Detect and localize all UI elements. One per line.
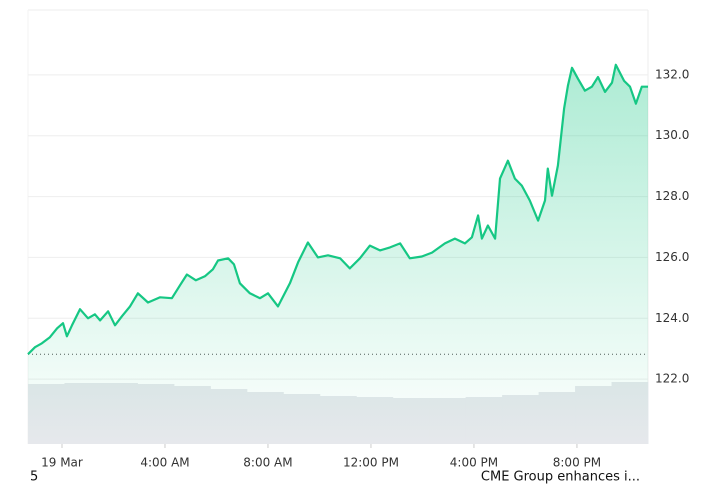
y-tick-label: 130.0	[655, 128, 689, 142]
price-line	[27, 63, 648, 355]
y-tick-label: 132.0	[655, 67, 689, 81]
x-tick-label: 12:00 PM	[343, 456, 399, 470]
news-ticker[interactable]: CME Group enhances i...	[481, 470, 640, 484]
x-tick-label: 4:00 PM	[450, 456, 498, 470]
y-tick-label: 126.0	[655, 250, 689, 264]
y-tick-label: 124.0	[655, 311, 689, 325]
x-tick-label: 4:00 AM	[140, 456, 189, 470]
x-tick-label: 8:00 PM	[553, 456, 601, 470]
y-tick-label: 128.0	[655, 189, 689, 203]
x-tick-label: 19 Mar	[41, 456, 83, 470]
area	[28, 64, 648, 445]
x-tick-label: 8:00 AM	[243, 456, 292, 470]
page-number: 5	[30, 470, 38, 484]
y-tick-label: 122.0	[655, 372, 689, 386]
